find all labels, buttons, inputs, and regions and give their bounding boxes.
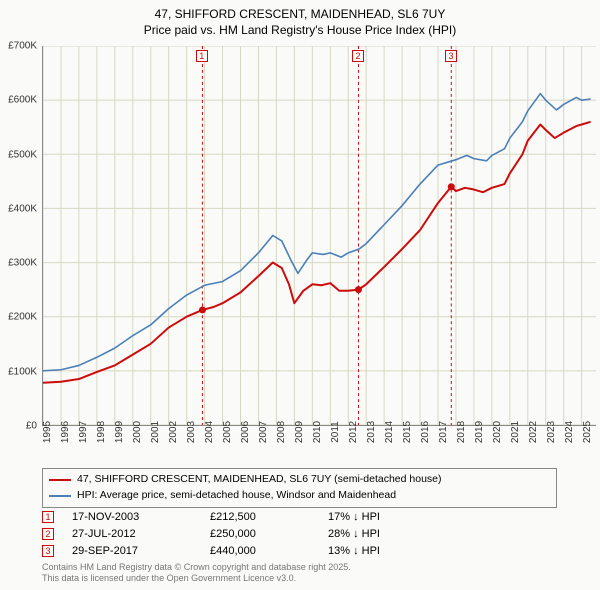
sale-row: 3 29-SEP-2017 £440,000 13% ↓ HPI — [42, 542, 557, 559]
y-tick-label: £0 — [26, 421, 37, 432]
sale-marker-1: 1 — [196, 50, 208, 62]
title-line-2: Price paid vs. HM Land Registry's House … — [0, 22, 600, 38]
y-tick-label: £400K — [8, 203, 37, 214]
title-line-1: 47, SHIFFORD CRESCENT, MAIDENHEAD, SL6 7… — [0, 6, 600, 22]
x-tick-label: 2014 — [384, 421, 395, 443]
x-tick-label: 2003 — [186, 421, 197, 443]
x-tick-label: 2025 — [582, 421, 593, 443]
x-tick-label: 2016 — [420, 421, 431, 443]
legend-item: 47, SHIFFORD CRESCENT, MAIDENHEAD, SL6 7… — [49, 472, 550, 488]
sale-diff: 28% ↓ HPI — [328, 528, 428, 540]
y-tick-label: £500K — [8, 149, 37, 160]
x-tick-label: 2021 — [510, 421, 521, 443]
sales-table: 1 17-NOV-2003 £212,500 17% ↓ HPI 2 27-JUL-201… — [42, 508, 557, 559]
legend: 47, SHIFFORD CRESCENT, MAIDENHEAD, SL6 7… — [42, 468, 557, 508]
chart-title: 47, SHIFFORD CRESCENT, MAIDENHEAD, SL6 7… — [0, 0, 600, 38]
y-tick-label: £100K — [8, 366, 37, 377]
y-axis-ticks: £0£100K£200K£300K£400K£500K£600K£700K — [0, 46, 40, 426]
x-tick-label: 2006 — [240, 421, 251, 443]
legend-item: HPI: Average price, semi-detached house,… — [49, 488, 550, 504]
sale-date: 17-NOV-2003 — [72, 511, 192, 523]
sale-marker-2: 2 — [352, 50, 364, 62]
sale-diff: 13% ↓ HPI — [328, 545, 428, 557]
sale-index-box: 1 — [42, 511, 54, 523]
x-tick-label: 2013 — [366, 421, 377, 443]
x-tick-label: 1998 — [96, 421, 107, 443]
x-tick-label: 1997 — [78, 421, 89, 443]
footer-attribution: Contains HM Land Registry data © Crown c… — [42, 562, 351, 585]
chart-container: 47, SHIFFORD CRESCENT, MAIDENHEAD, SL6 7… — [0, 0, 600, 590]
legend-swatch — [49, 495, 71, 497]
sale-price: £212,500 — [210, 511, 310, 523]
legend-label: 47, SHIFFORD CRESCENT, MAIDENHEAD, SL6 7… — [77, 472, 442, 488]
x-tick-label: 2010 — [312, 421, 323, 443]
y-tick-label: £200K — [8, 312, 37, 323]
sale-price: £250,000 — [210, 528, 310, 540]
sale-date: 27-JUL-2012 — [72, 528, 192, 540]
chart-svg — [43, 46, 596, 425]
footer-line-1: Contains HM Land Registry data © Crown c… — [42, 562, 351, 573]
x-tick-label: 1999 — [114, 421, 125, 443]
x-tick-label: 1996 — [60, 421, 71, 443]
footer-line-2: This data is licensed under the Open Gov… — [42, 573, 351, 584]
x-tick-label: 2023 — [546, 421, 557, 443]
sale-row: 2 27-JUL-2012 £250,000 28% ↓ HPI — [42, 525, 557, 542]
y-tick-label: £700K — [8, 41, 37, 52]
legend-swatch — [49, 479, 71, 481]
sale-index-box: 3 — [42, 545, 54, 557]
x-axis-ticks: 1995199619971998199920002001200220032004… — [42, 428, 596, 468]
sale-marker-3: 3 — [445, 50, 457, 62]
x-tick-label: 2024 — [564, 421, 575, 443]
x-tick-label: 2001 — [150, 421, 161, 443]
sale-date: 29-SEP-2017 — [72, 545, 192, 557]
x-tick-label: 2005 — [222, 421, 233, 443]
x-tick-label: 2017 — [438, 421, 449, 443]
plot-area — [42, 46, 596, 426]
sale-row: 1 17-NOV-2003 £212,500 17% ↓ HPI — [42, 508, 557, 525]
x-tick-label: 2011 — [330, 421, 341, 443]
sale-index-box: 2 — [42, 528, 54, 540]
x-tick-label: 2007 — [258, 421, 269, 443]
sale-price: £440,000 — [210, 545, 310, 557]
x-tick-label: 1995 — [42, 421, 53, 443]
sale-diff: 17% ↓ HPI — [328, 511, 428, 523]
x-tick-label: 2018 — [456, 421, 467, 443]
x-tick-label: 2020 — [492, 421, 503, 443]
x-tick-label: 2000 — [132, 421, 143, 443]
x-tick-label: 2008 — [276, 421, 287, 443]
x-tick-label: 2022 — [528, 421, 539, 443]
x-tick-label: 2019 — [474, 421, 485, 443]
x-tick-label: 2015 — [402, 421, 413, 443]
y-tick-label: £600K — [8, 95, 37, 106]
x-tick-label: 2009 — [294, 421, 305, 443]
x-tick-label: 2012 — [348, 421, 359, 443]
y-tick-label: £300K — [8, 258, 37, 269]
x-tick-label: 2002 — [168, 421, 179, 443]
legend-label: HPI: Average price, semi-detached house,… — [77, 488, 396, 504]
x-tick-label: 2004 — [204, 421, 215, 443]
